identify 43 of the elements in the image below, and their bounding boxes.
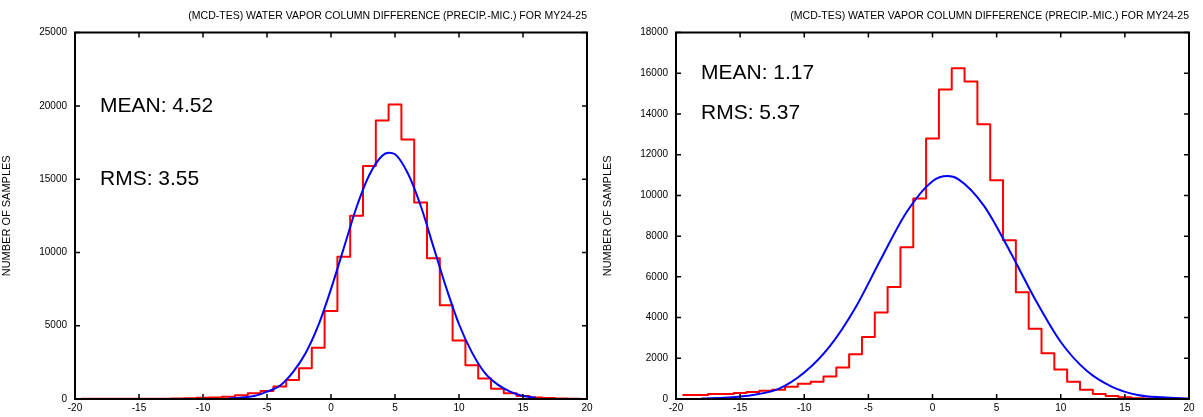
y-tick-label: 16000 xyxy=(640,67,669,79)
y-tick-label: 15000 xyxy=(39,172,68,184)
line-series xyxy=(227,151,537,399)
x-tick-label: 20 xyxy=(581,401,593,413)
x-tick-label: 15 xyxy=(1119,401,1131,413)
x-tick-label: -20 xyxy=(668,401,684,413)
y-axis-title: NUMBER OF SAMPLES xyxy=(0,155,12,277)
x-tick-label: -15 xyxy=(732,401,748,413)
x-tick-label: 5 xyxy=(392,401,399,413)
x-tick-label: 0 xyxy=(929,401,936,413)
y-tick-label: 0 xyxy=(61,392,68,404)
x-tick-label: 5 xyxy=(993,401,1000,413)
x-tick-label: -15 xyxy=(131,401,147,413)
y-tick-label: 25000 xyxy=(39,26,68,38)
chart-title: (MCD-TES) WATER VAPOR COLUMN DIFFERENCE (PRECIP.-MIC.) FOR MY24-25 xyxy=(188,9,588,22)
x-tick-label: 10 xyxy=(453,401,465,413)
x-tick-label: -10 xyxy=(797,401,812,413)
y-tick-label: 10000 xyxy=(39,246,68,258)
x-tick-label: 0 xyxy=(328,401,335,413)
y-tick-label: 18000 xyxy=(640,26,669,38)
y-tick-label: 4000 xyxy=(645,311,669,323)
x-tick-label: -5 xyxy=(863,401,874,413)
annotation: MEAN: 1.17 xyxy=(701,59,815,83)
y-tick-label: 14000 xyxy=(640,107,669,119)
x-tick-label: -10 xyxy=(195,401,211,413)
annotation: MEAN: 4.52 xyxy=(100,92,214,116)
y-tick-label: 20000 xyxy=(39,99,68,111)
x-tick-label: 20 xyxy=(1183,401,1195,413)
annotation: RMS: 5.37 xyxy=(701,100,801,123)
y-tick-label: 0 xyxy=(662,392,669,404)
x-tick-label: -5 xyxy=(262,401,272,413)
x-tick-label: 10 xyxy=(1055,401,1067,413)
y-axis-title: NUMBER OF SAMPLES xyxy=(600,155,613,277)
y-tick-label: 8000 xyxy=(645,229,669,241)
chart-title: (MCD-TES) WATER VAPOR COLUMN DIFFERENCE (PRECIP.-MIC.) FOR MY24-25 xyxy=(790,9,1190,22)
y-tick-label: 2000 xyxy=(645,352,669,364)
x-tick-label: -20 xyxy=(67,401,83,413)
y-tick-label: 10000 xyxy=(640,189,669,201)
y-tick-label: 6000 xyxy=(645,270,669,282)
y-tick-label: 12000 xyxy=(640,148,669,160)
x-tick-label: 15 xyxy=(517,401,529,413)
y-tick-label: 5000 xyxy=(44,319,68,331)
annotation: RMS: 3.55 xyxy=(100,165,200,189)
